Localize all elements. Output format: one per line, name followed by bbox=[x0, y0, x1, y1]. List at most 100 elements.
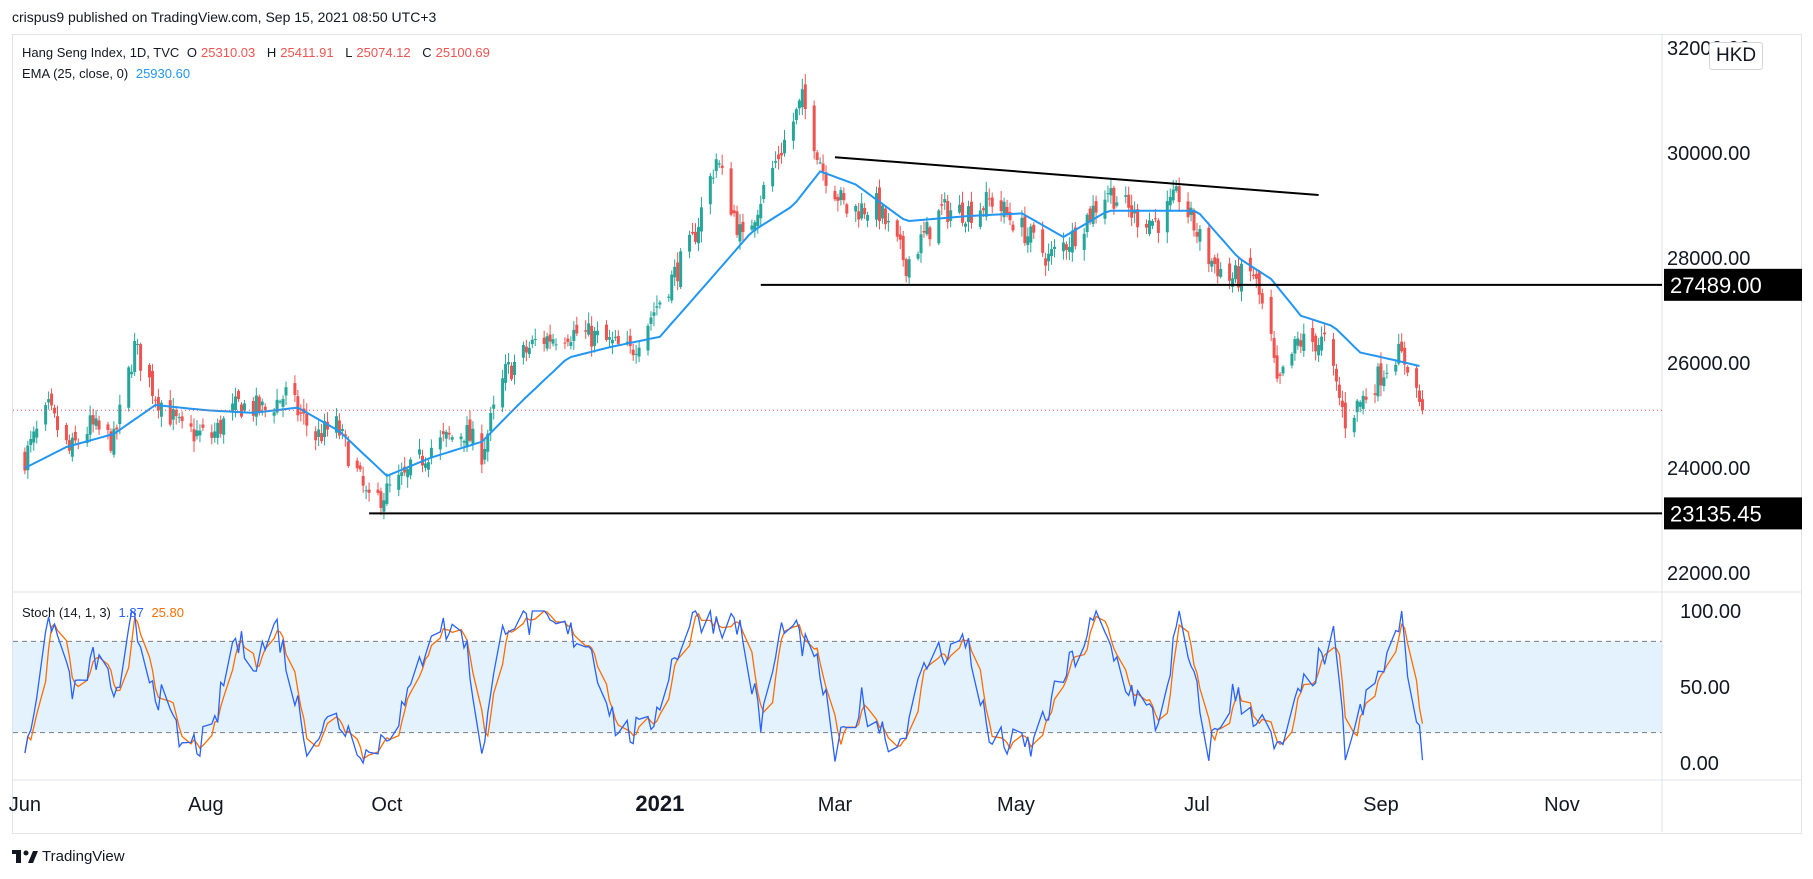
time-tick-label: May bbox=[997, 794, 1035, 816]
candle-body bbox=[1382, 377, 1386, 387]
candle-body bbox=[1041, 229, 1045, 253]
candle-body bbox=[88, 415, 92, 435]
candle-body bbox=[468, 419, 472, 441]
candle-body bbox=[1171, 189, 1175, 201]
candle-body bbox=[584, 330, 588, 332]
candle-body bbox=[29, 438, 33, 445]
candle-body bbox=[174, 410, 178, 417]
candle-body bbox=[444, 431, 448, 439]
candle-body bbox=[1112, 187, 1116, 209]
candle-body bbox=[1174, 186, 1178, 191]
candle-body bbox=[1299, 340, 1303, 347]
candle-body bbox=[251, 401, 255, 416]
stoch-label: Stoch (14, 1, 3) bbox=[22, 605, 111, 620]
candle-body bbox=[1127, 194, 1131, 208]
candle-body bbox=[904, 259, 908, 276]
candle-body bbox=[771, 167, 775, 187]
candle-body bbox=[254, 395, 258, 417]
candle-body bbox=[130, 371, 134, 375]
candle-body bbox=[1115, 202, 1119, 206]
candle-body bbox=[423, 463, 427, 468]
candle-body bbox=[1195, 232, 1199, 237]
candle-body bbox=[800, 89, 804, 108]
candle-body bbox=[691, 231, 695, 234]
time-tick-label: Jul bbox=[1184, 794, 1210, 816]
candle-body bbox=[1397, 343, 1401, 364]
candle-body bbox=[355, 460, 359, 469]
candle-body bbox=[1106, 193, 1110, 195]
stoch-tick-label: 100.00 bbox=[1680, 601, 1741, 623]
time-tick-label: Oct bbox=[371, 794, 403, 816]
candle-body bbox=[1260, 293, 1264, 304]
candle-body bbox=[406, 469, 410, 478]
currency-badge[interactable]: HKD bbox=[1709, 42, 1764, 70]
candle-body bbox=[1331, 339, 1335, 366]
candle-body bbox=[1053, 246, 1057, 250]
candle-body bbox=[741, 221, 745, 233]
candle-body bbox=[379, 491, 383, 508]
candle-body bbox=[201, 424, 205, 428]
candle-body bbox=[1192, 210, 1196, 231]
candle-body bbox=[821, 163, 825, 172]
close-value: 25100.69 bbox=[435, 45, 490, 60]
candle-body bbox=[596, 330, 600, 336]
candle-body bbox=[714, 159, 718, 172]
candle-body bbox=[192, 429, 196, 442]
candle-body bbox=[56, 416, 60, 431]
candle-body bbox=[1406, 366, 1410, 373]
stoch-tick-label: 50.00 bbox=[1680, 677, 1730, 699]
candle-body bbox=[1147, 220, 1151, 234]
candle-body bbox=[171, 408, 175, 420]
candle-body bbox=[1023, 216, 1027, 244]
time-tick-label: Mar bbox=[818, 794, 853, 816]
candle-body bbox=[1228, 263, 1232, 281]
candle-body bbox=[966, 206, 970, 223]
chart-frame[interactable] bbox=[12, 34, 1802, 834]
candle-body bbox=[987, 198, 991, 200]
candle-body bbox=[667, 296, 671, 298]
candle-body bbox=[880, 205, 884, 219]
tradingview-logo-icon bbox=[12, 849, 38, 863]
stoch-k-value: 1.87 bbox=[118, 605, 144, 620]
candle-body bbox=[1415, 368, 1419, 388]
candle-body bbox=[159, 402, 163, 417]
candle-body bbox=[109, 431, 113, 451]
candle-body bbox=[1094, 201, 1098, 213]
candle-body bbox=[964, 223, 968, 227]
candle-body bbox=[334, 416, 338, 433]
price-tick-label: 22000.00 bbox=[1667, 563, 1750, 585]
candle-body bbox=[524, 346, 528, 353]
candle-body bbox=[1394, 364, 1398, 372]
time-tick-label: Nov bbox=[1544, 794, 1580, 816]
candle-body bbox=[1026, 236, 1030, 245]
candle-body bbox=[510, 365, 514, 380]
candle-body bbox=[388, 484, 392, 486]
ema-value: 25930.60 bbox=[135, 66, 191, 81]
candle-body bbox=[916, 254, 920, 259]
candle-body bbox=[1269, 296, 1273, 334]
candle-body bbox=[907, 259, 911, 278]
support-price-label: 23135.45 bbox=[1670, 501, 1762, 526]
candle-body bbox=[326, 421, 330, 430]
candle-body bbox=[1314, 335, 1318, 352]
tradingview-brand[interactable]: TradingView bbox=[12, 848, 125, 865]
price-tick-label: 30000.00 bbox=[1667, 143, 1750, 165]
candle-body bbox=[886, 220, 890, 223]
candle-body bbox=[459, 436, 463, 440]
grid-layer bbox=[13, 35, 1802, 832]
candle-body bbox=[791, 121, 795, 141]
candle-body bbox=[854, 205, 858, 212]
candle-body bbox=[646, 325, 650, 351]
candle-body bbox=[919, 234, 923, 254]
candle-body bbox=[91, 415, 95, 425]
candle-body bbox=[1239, 263, 1243, 292]
candle-body bbox=[376, 489, 380, 493]
candle-body bbox=[978, 210, 982, 227]
candle-body bbox=[981, 208, 985, 211]
candle-body bbox=[922, 230, 926, 233]
candle-body bbox=[949, 210, 953, 221]
candle-body bbox=[231, 403, 235, 413]
candle-body bbox=[1044, 258, 1048, 266]
candle-body bbox=[64, 424, 68, 441]
